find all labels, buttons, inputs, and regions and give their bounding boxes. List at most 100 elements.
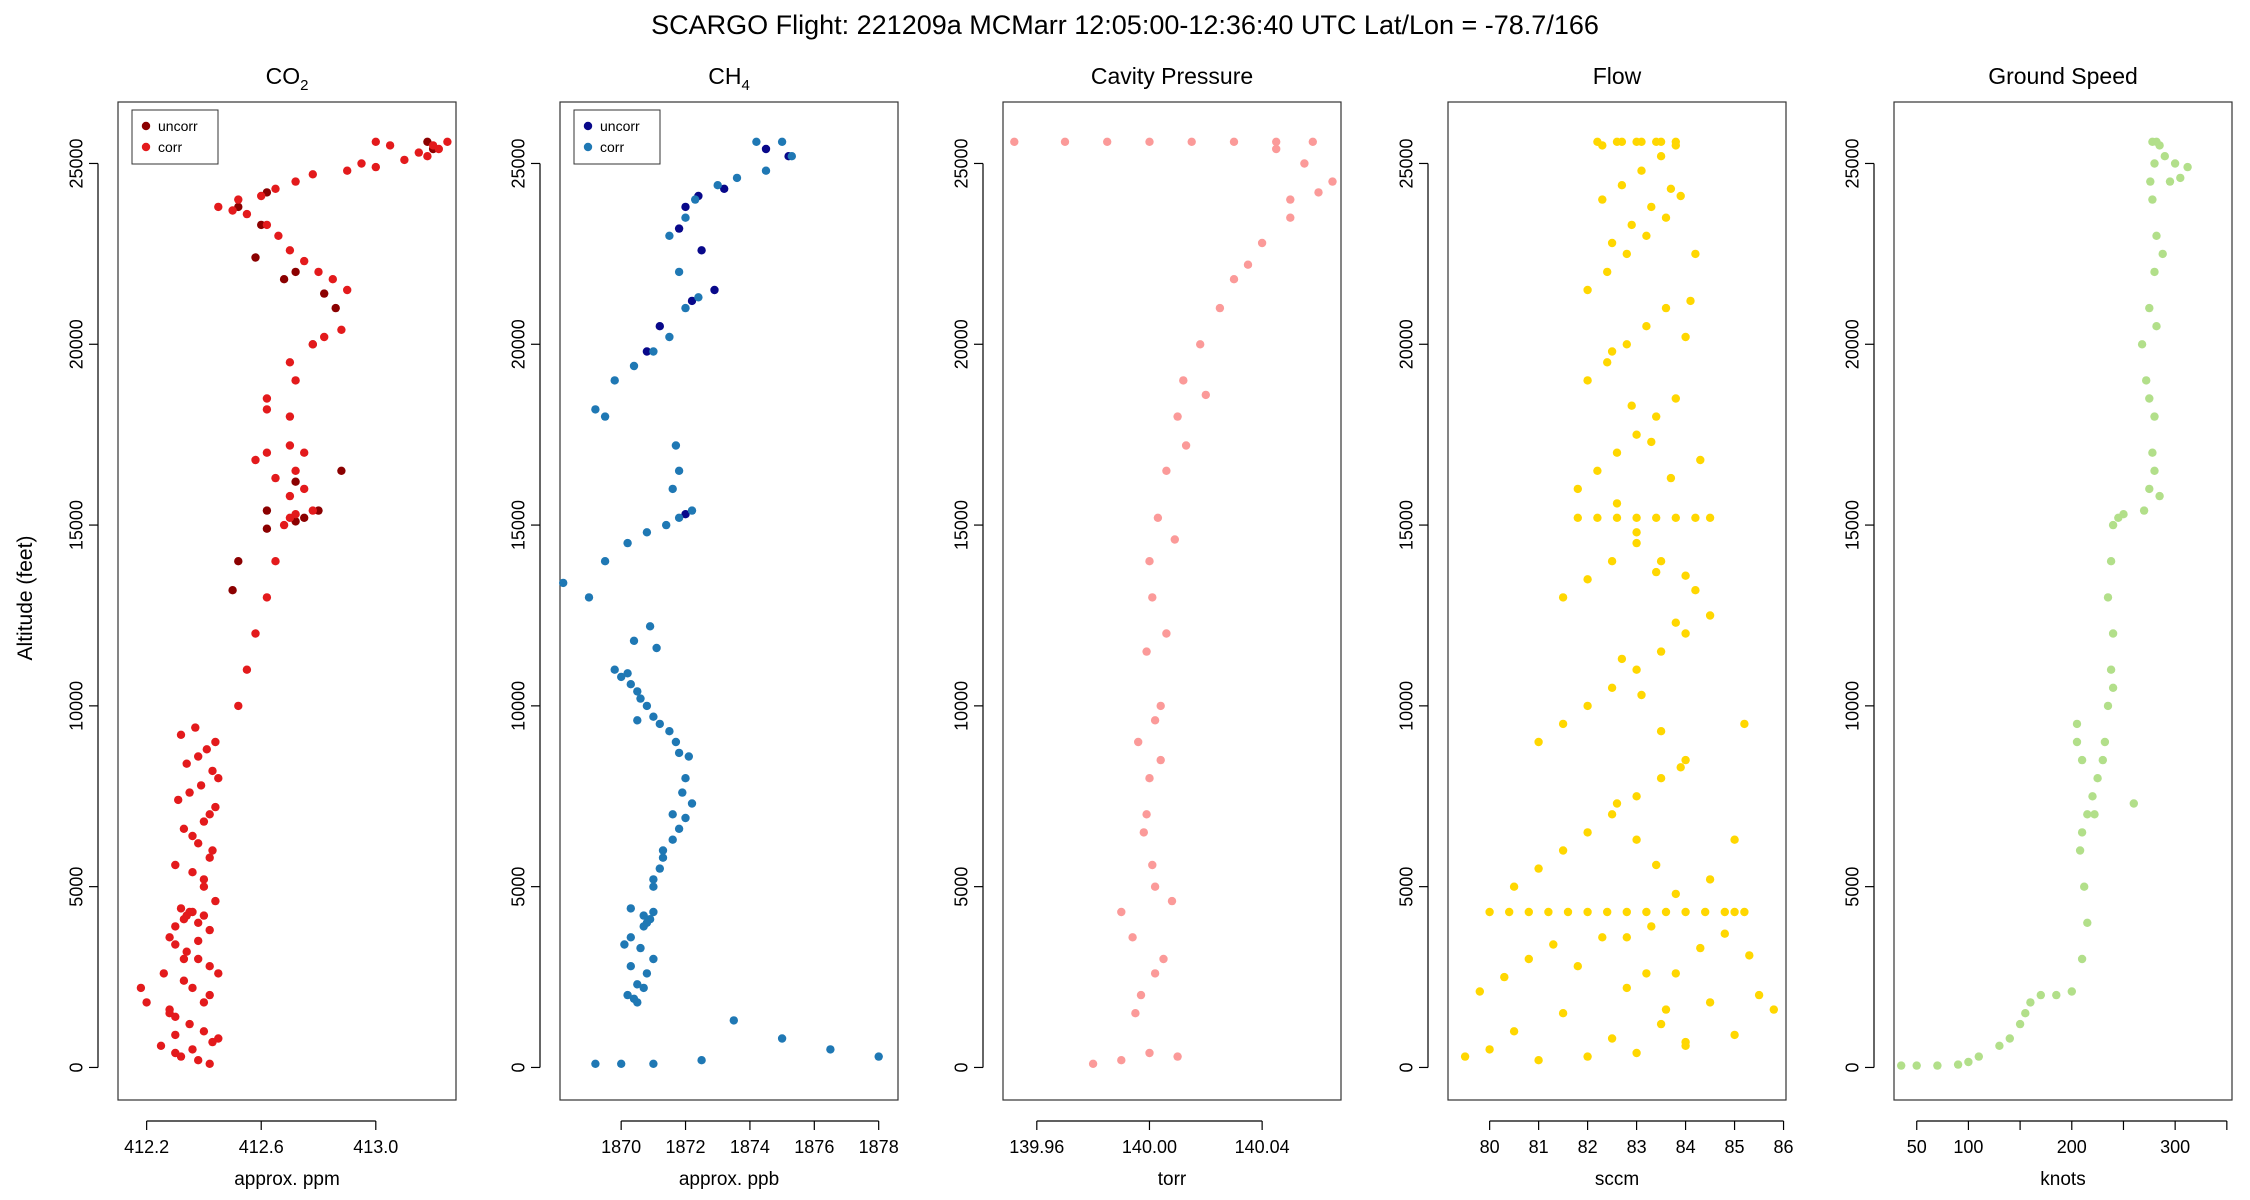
panel-ch4-point — [642, 347, 652, 356]
panel-cavity-pressure-point — [1128, 933, 1137, 942]
panel-ch4-title-main: CH — [708, 63, 741, 89]
panel-flow-point — [1622, 340, 1632, 349]
panel-co2-point — [214, 774, 223, 783]
panel-ground-speed-point — [2103, 701, 2113, 711]
panel-flow-point — [1647, 437, 1656, 447]
panel-flow-point — [1612, 448, 1622, 457]
panel-co2-legend-marker-corr — [141, 142, 151, 152]
panel-cavity-pressure-point — [1153, 513, 1163, 522]
panel-ch4-legend-box — [573, 109, 661, 165]
panel-ch4-point — [665, 727, 674, 736]
panel-flow-title: Flow — [1593, 63, 1642, 89]
panel-cavity-pressure-title-main: Cavity Pressure — [1091, 63, 1253, 89]
panel-ground-speed-point — [2083, 918, 2092, 927]
panel-ground-speed-point — [2150, 412, 2159, 421]
panel-flow-y-tick-label: 0 — [1397, 1062, 1417, 1072]
panel-co2-point — [300, 256, 309, 266]
panel-co2-point — [208, 766, 217, 776]
panel-flow-point — [1622, 933, 1632, 942]
panel-ground-speed-point — [2026, 998, 2035, 1007]
panel-co2-series-uncorr — [228, 137, 438, 595]
panel-co2: CO2 0 5000 10000 15000 20000 25000 412.2 412.6 41… — [67, 63, 457, 1190]
panel-flow-point — [1745, 951, 1754, 960]
panel-ch4-point — [626, 962, 635, 971]
panel-flow-point — [1681, 629, 1690, 638]
panel-flow-point — [1701, 907, 1710, 917]
panel-co2-point — [291, 267, 300, 277]
panel-flow-point — [1661, 1005, 1671, 1014]
panel-ch4-point — [649, 882, 658, 891]
panel-flow-point — [1607, 1034, 1617, 1043]
panel-flow-point — [1691, 249, 1700, 259]
panel-ground-speed-point — [2077, 755, 2087, 765]
panel-co2-point — [291, 177, 300, 186]
panel-flow-point — [1612, 513, 1622, 522]
panel-ground-speed-point — [2158, 249, 2167, 259]
panel-ch4-point — [668, 484, 677, 494]
panel-flow-point — [1754, 990, 1764, 1000]
panel-flow-point — [1676, 763, 1685, 772]
panel-cavity-pressure-title: Cavity Pressure — [1091, 63, 1253, 89]
panel-co2-point — [371, 137, 380, 146]
panel-ground-speed-y-tick-label: 10000 — [1843, 681, 1863, 731]
panel-flow-x-tick-label: 85 — [1725, 1137, 1745, 1157]
panel-ground-speed-point — [2137, 340, 2147, 349]
panel-ground-speed-y-tick-label: 20000 — [1843, 319, 1863, 369]
panel-ch4-point — [629, 361, 639, 371]
panel-flow-point — [1612, 137, 1622, 146]
panel-flow-point — [1583, 701, 1592, 711]
panel-ch4-point — [620, 940, 629, 949]
panel-flow-point — [1509, 882, 1519, 891]
panel-ch4-point — [636, 943, 645, 953]
panel-cavity-pressure-point — [1196, 340, 1205, 349]
panel-ch4-series-uncorr — [642, 144, 793, 519]
panel-co2-point — [199, 1027, 209, 1036]
panel-co2-point — [211, 802, 220, 812]
panel-co2-point — [262, 405, 272, 414]
panel-co2-point — [205, 962, 214, 971]
panel-ground-speed-point — [2152, 231, 2161, 240]
panel-ch4-point — [874, 1052, 883, 1061]
panel-ch4-x-tick-label: 1876 — [794, 1137, 834, 1157]
panel-ground-speed-point — [2155, 491, 2164, 501]
panel-flow-point — [1769, 1005, 1779, 1014]
panel-flow-point — [1656, 727, 1666, 736]
panel-co2-point — [271, 557, 280, 566]
panel-ch4-point — [642, 969, 652, 978]
panel-co2-point — [434, 144, 443, 154]
panel-cavity-pressure-point — [1167, 896, 1177, 906]
panel-ground-speed-x-tick-label: 50 — [1907, 1137, 1927, 1157]
panel-ch4-point — [617, 1059, 626, 1069]
panel-ch4-point — [674, 513, 684, 522]
panel-ch4-point — [629, 636, 639, 645]
panel-flow-point — [1720, 907, 1730, 917]
panel-co2-point — [337, 466, 346, 475]
panel-ch4-point — [674, 824, 684, 833]
panel-flow-point — [1681, 1037, 1690, 1047]
panel-ch4-point — [600, 557, 610, 566]
panel-co2-point — [285, 441, 295, 450]
panel-flow-frame — [1447, 101, 1787, 1101]
panel-co2-point — [174, 795, 183, 805]
panel-co2-point — [199, 998, 209, 1007]
panel-co2-point — [171, 1012, 180, 1021]
panel-co2-point — [142, 998, 151, 1007]
panel-ch4-point — [629, 994, 639, 1003]
panel-ch4-point — [623, 990, 632, 1000]
panel-ch4-point — [777, 137, 787, 146]
panel-ch4-point — [626, 904, 635, 913]
panel-flow-point — [1583, 575, 1592, 584]
panel-flow-x-tick-label: 83 — [1627, 1137, 1647, 1157]
panel-ground-speed-point — [2139, 506, 2149, 515]
panel-co2-point — [171, 1030, 180, 1040]
figure-title: SCARGO Flight: 221209a MCMarr 12:05:00-1… — [651, 10, 1599, 40]
panel-cavity-pressure-point — [1131, 1009, 1140, 1018]
panel-cavity-pressure-point — [1156, 701, 1165, 711]
panel-ch4-point — [674, 748, 684, 758]
panel-flow-point — [1632, 538, 1641, 548]
panel-ground-speed-point — [2145, 303, 2154, 313]
panel-flow-point — [1671, 394, 1681, 403]
panel-ground-speed-point — [2129, 799, 2138, 808]
panel-ground-speed-point — [1974, 1052, 1984, 1061]
panel-ground-speed-point — [2176, 173, 2185, 183]
